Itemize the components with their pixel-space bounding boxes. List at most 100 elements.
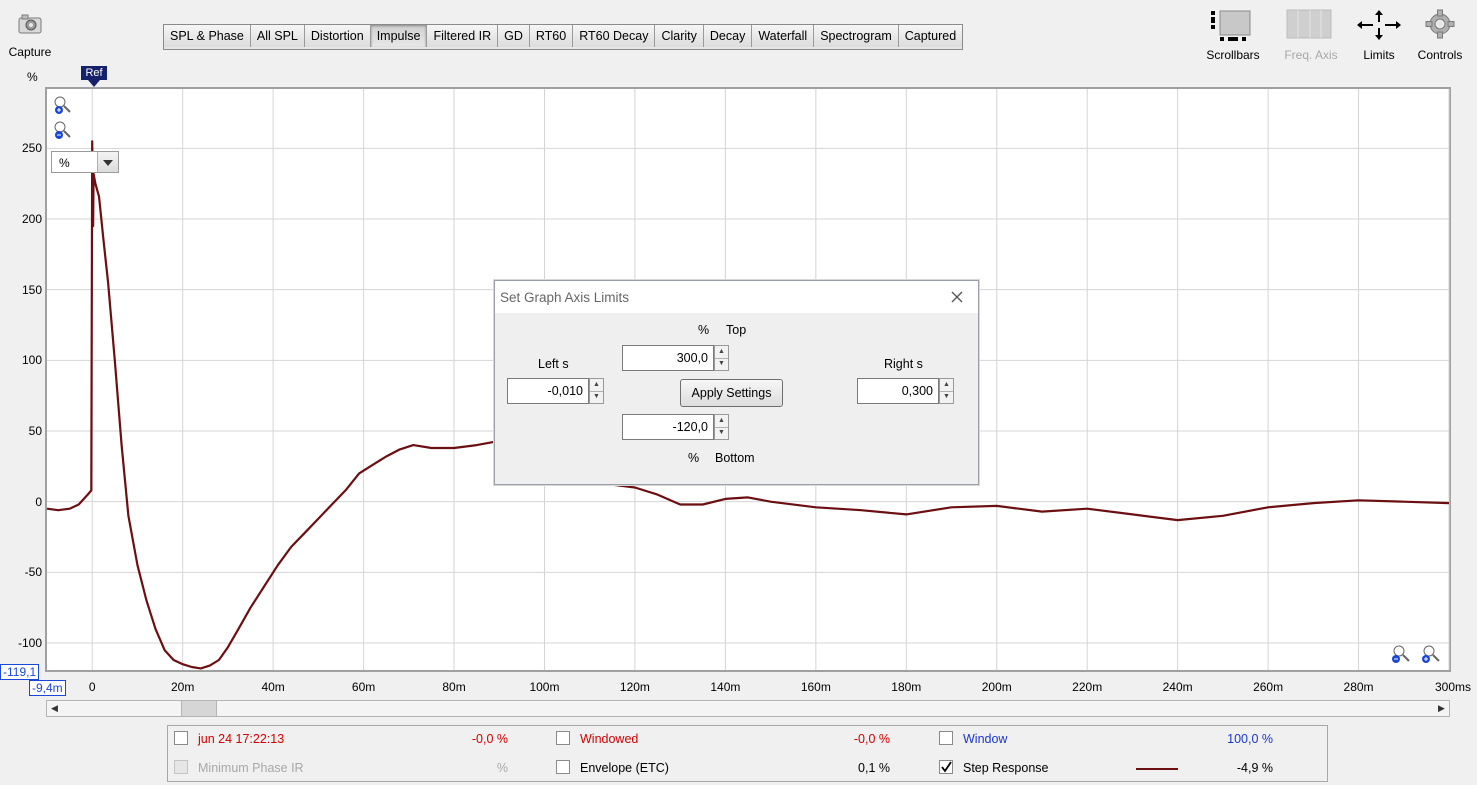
x-tick-label: 220m (1072, 680, 1103, 694)
y-tick-label: 250 (21, 141, 42, 156)
x-tick-label: 240m (1162, 680, 1193, 694)
legend-label-envelope-etc: Envelope (ETC) (580, 761, 669, 775)
zoom-in-horizontal-icon[interactable] (1421, 644, 1441, 664)
top-limit-stepper[interactable]: ▲ ▼ (714, 345, 729, 371)
checkbox-minimum-phase-ir[interactable] (174, 760, 188, 774)
increment-icon[interactable]: ▲ (940, 379, 953, 392)
y-unit-select-value: % (59, 156, 70, 170)
y-tick-label: 200 (21, 212, 42, 227)
left-limit-input[interactable]: -0,010 (507, 378, 589, 404)
decrement-icon[interactable]: ▼ (943, 393, 950, 400)
capture-label: Capture (8, 45, 52, 59)
camera-icon (18, 14, 42, 34)
x-tick-label: 100m (529, 680, 560, 694)
freq-axis-label: Freq. Axis (1284, 48, 1338, 62)
tab-rt60[interactable]: RT60 (529, 25, 574, 47)
right-limit-stepper[interactable]: ▲ ▼ (939, 378, 954, 404)
limits-arrows-icon (1357, 10, 1401, 40)
decrement-icon[interactable]: ▼ (718, 360, 725, 367)
legend-value-minimum-phase-ir: % (496, 761, 508, 775)
dialog-titlebar[interactable]: Set Graph Axis Limits (495, 281, 978, 313)
legend-line-swatch (1136, 768, 1178, 770)
decrement-icon[interactable]: ▼ (718, 429, 725, 436)
legend-label-minimum-phase-ir: Minimum Phase IR (198, 761, 304, 775)
x-tick-label: 80m (442, 680, 466, 694)
legend-value-window: 100,0 % (1227, 732, 1273, 746)
controls-button[interactable]: Controls (1412, 6, 1468, 66)
checkmark-icon (941, 761, 952, 773)
y-tick-label: -100 (17, 636, 42, 650)
tab-decay[interactable]: Decay (703, 25, 753, 47)
top-limit-input[interactable]: 300,0 (622, 345, 714, 371)
left-label: Left s (538, 357, 569, 371)
tab-all-spl[interactable]: All SPL (250, 25, 305, 47)
legend-label-step-response: Step Response (963, 761, 1049, 775)
left-limit-stepper[interactable]: ▲ ▼ (589, 378, 604, 404)
axis-limits-dialog: Set Graph Axis Limits % Top 300,0 ▲ ▼ Le… (494, 280, 979, 485)
checkbox-window[interactable] (939, 731, 953, 745)
bottom-label: Bottom (715, 451, 755, 465)
close-icon[interactable] (946, 286, 968, 308)
y-tick-label: 150 (21, 282, 42, 297)
y-tick-label: -50 (24, 565, 42, 580)
x-tick-label: 120m (619, 680, 650, 694)
reference-marker[interactable]: Ref (81, 66, 107, 80)
x-tick-label: 260m (1253, 680, 1284, 694)
tab-spectrogram[interactable]: Spectrogram (814, 25, 899, 47)
checkbox-jun-24-17-22-13[interactable] (174, 731, 188, 745)
freq-axis-button[interactable]: Freq. Axis (1276, 6, 1346, 66)
decrement-icon[interactable]: ▼ (593, 393, 600, 400)
top-unit-label: % (698, 323, 710, 337)
x-tick-label: 160m (800, 680, 831, 694)
checkbox-envelope-etc[interactable] (556, 760, 570, 774)
x-min-readout[interactable]: -9,4m (29, 680, 66, 696)
tab-waterfall[interactable]: Waterfall (752, 25, 815, 47)
chevron-down-icon[interactable] (97, 152, 118, 172)
scroll-thumb[interactable] (181, 701, 217, 716)
x-tick-label: 180m (891, 680, 922, 694)
ref-marker-pointer-icon (88, 80, 100, 87)
apply-settings-button[interactable]: Apply Settings (680, 379, 783, 407)
checkbox-windowed[interactable] (556, 731, 570, 745)
x-tick-label: 40m (261, 680, 285, 694)
legend-label-window: Window (963, 732, 1008, 746)
scrollbars-button[interactable]: Scrollbars (1200, 6, 1266, 66)
increment-icon[interactable]: ▲ (590, 379, 603, 392)
scroll-left-icon[interactable]: ◀ (47, 701, 62, 716)
legend-label-windowed: Windowed (580, 732, 639, 746)
zoom-in-vertical-icon[interactable] (53, 95, 73, 115)
y-unit-select[interactable]: % (51, 151, 119, 173)
tab-impulse[interactable]: Impulse (370, 25, 428, 47)
tab-distortion[interactable]: Distortion (304, 25, 371, 47)
x-tick-label: 280m (1343, 680, 1374, 694)
scrollbars-icon (1211, 10, 1251, 41)
y-tick-label: 100 (21, 353, 42, 368)
zoom-out-vertical-icon[interactable] (53, 120, 73, 140)
top-label: Top (726, 323, 747, 337)
scroll-right-icon[interactable]: ▶ (1434, 701, 1449, 716)
y-min-readout[interactable]: -119,1 (0, 664, 40, 680)
tab-gd[interactable]: GD (498, 25, 530, 47)
tab-filtered-ir[interactable]: Filtered IR (427, 25, 499, 47)
tab-captured[interactable]: Captured (898, 25, 963, 47)
tab-clarity[interactable]: Clarity (655, 25, 704, 47)
freq-axis-icon (1286, 9, 1332, 39)
legend-label-jun-24-17-22-13: jun 24 17:22:13 (198, 732, 285, 746)
y-tick-label: 0 (35, 494, 42, 509)
graph-tab-bar: SPL & Phase All SPL Distortion Impulse Filte… (163, 24, 964, 50)
horizontal-scrollbar[interactable]: ◀ ▶ (46, 700, 1450, 717)
zoom-out-horizontal-icon[interactable] (1391, 644, 1411, 664)
bottom-limit-input[interactable]: -120,0 (622, 414, 714, 440)
capture-button[interactable]: Capture (4, 8, 56, 62)
legend-value-envelope-etc: 0,1 % (858, 761, 890, 775)
legend-value-jun-24-17-22-13: -0,0 % (471, 732, 508, 746)
bottom-unit-label: % (688, 451, 700, 465)
right-limit-input[interactable]: 0,300 (857, 378, 939, 404)
checkbox-step-response[interactable] (939, 760, 953, 774)
increment-icon[interactable]: ▲ (715, 346, 728, 359)
tab-spl-phase[interactable]: SPL & Phase (164, 25, 251, 47)
tab-rt60-decay[interactable]: RT60 Decay (573, 25, 656, 47)
bottom-limit-stepper[interactable]: ▲ ▼ (714, 414, 729, 440)
limits-button[interactable]: Limits (1352, 6, 1406, 66)
increment-icon[interactable]: ▲ (715, 415, 728, 428)
